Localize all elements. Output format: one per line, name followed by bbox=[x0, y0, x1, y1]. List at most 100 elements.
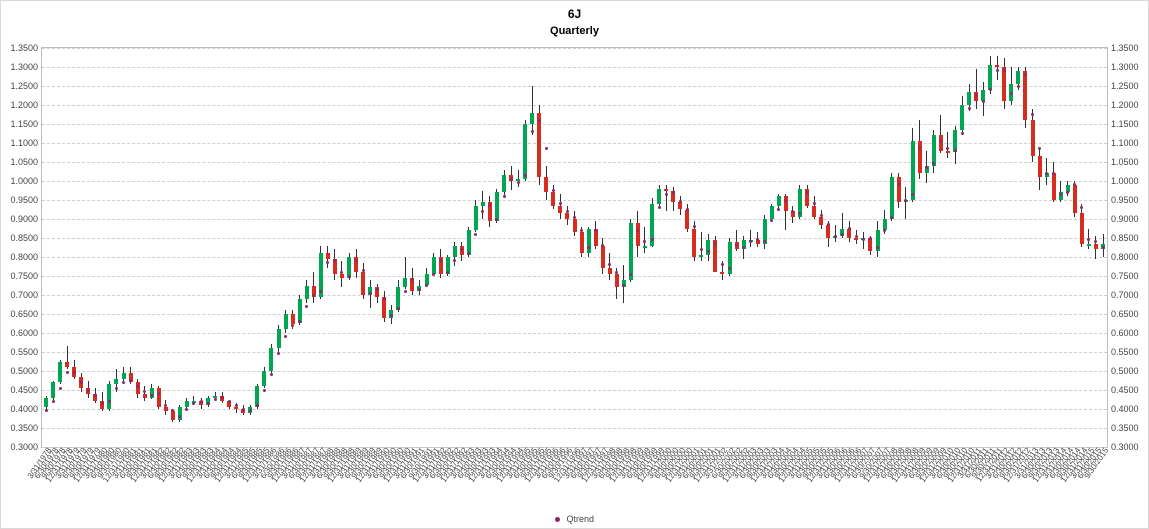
grid-line bbox=[42, 428, 1107, 429]
qtrend-dot bbox=[108, 400, 111, 403]
candle-body bbox=[699, 255, 703, 257]
qtrend-dot bbox=[355, 259, 358, 262]
grid-line bbox=[42, 257, 1107, 258]
candle-body bbox=[432, 257, 436, 274]
qtrend-dot bbox=[277, 352, 280, 355]
candle-body bbox=[234, 407, 238, 409]
y-tick-right: 1.3000 bbox=[1111, 62, 1145, 72]
qtrend-dot bbox=[524, 174, 527, 177]
y-tick-right: 0.9500 bbox=[1111, 195, 1145, 205]
qtrend-dot bbox=[1031, 113, 1034, 116]
qtrend-dot bbox=[80, 381, 83, 384]
qtrend-dot bbox=[820, 214, 823, 217]
candle-body bbox=[565, 213, 569, 219]
candle-body bbox=[558, 206, 562, 214]
grid-line bbox=[42, 276, 1107, 277]
legend-dot-icon bbox=[555, 517, 560, 522]
y-tick-left: 0.9500 bbox=[4, 195, 38, 205]
candle-body bbox=[573, 219, 577, 232]
y-tick-left: 0.7500 bbox=[4, 271, 38, 281]
candle-body bbox=[812, 206, 816, 217]
candle-body bbox=[890, 177, 894, 219]
candle-body bbox=[643, 246, 647, 248]
qtrend-dot bbox=[291, 324, 294, 327]
qtrend-dot bbox=[855, 235, 858, 238]
candle-body bbox=[284, 314, 288, 329]
candle-body bbox=[854, 238, 858, 240]
chart-container: 6J Quarterly 0.30000.30000.35000.35000.4… bbox=[0, 0, 1149, 529]
candle-body bbox=[523, 124, 527, 179]
qtrend-dot bbox=[397, 307, 400, 310]
candle-body bbox=[629, 223, 633, 280]
candle-body bbox=[481, 202, 485, 206]
qtrend-dot bbox=[777, 208, 780, 211]
qtrend-dot bbox=[862, 238, 865, 241]
qtrend-dot bbox=[961, 132, 964, 135]
y-tick-right: 1.0000 bbox=[1111, 176, 1145, 186]
qtrend-dot bbox=[115, 387, 118, 390]
candle-wick bbox=[609, 253, 610, 280]
candle-body bbox=[995, 65, 999, 67]
y-tick-left: 0.6000 bbox=[4, 328, 38, 338]
candle-body bbox=[1031, 120, 1035, 156]
chart-title: 6J bbox=[1, 7, 1148, 21]
qtrend-dot bbox=[432, 273, 435, 276]
grid-line bbox=[42, 314, 1107, 315]
qtrend-dot bbox=[806, 191, 809, 194]
qtrend-dot bbox=[538, 119, 541, 122]
qtrend-dot bbox=[312, 294, 315, 297]
y-tick-right: 0.8000 bbox=[1111, 252, 1145, 262]
y-tick-left: 0.5000 bbox=[4, 366, 38, 376]
candle-wick bbox=[835, 225, 836, 242]
legend-label: Qtrend bbox=[567, 514, 595, 524]
y-tick-right: 0.8500 bbox=[1111, 233, 1145, 243]
candle-body bbox=[664, 189, 668, 191]
qtrend-dot bbox=[982, 100, 985, 103]
qtrend-dot bbox=[228, 400, 231, 403]
candle-body bbox=[51, 382, 55, 397]
qtrend-dot bbox=[658, 206, 661, 209]
candle-body bbox=[706, 240, 710, 255]
candle-body bbox=[988, 65, 992, 90]
candle-body bbox=[58, 362, 62, 383]
qtrend-dot bbox=[552, 189, 555, 192]
qtrend-dot bbox=[87, 389, 90, 392]
qtrend-dot bbox=[242, 408, 245, 411]
y-tick-left: 0.9000 bbox=[4, 214, 38, 224]
qtrend-dot bbox=[545, 147, 548, 150]
grid-line bbox=[42, 86, 1107, 87]
y-tick-left: 0.8000 bbox=[4, 252, 38, 262]
qtrend-dot bbox=[376, 288, 379, 291]
qtrend-dot bbox=[200, 400, 203, 403]
candle-body bbox=[143, 394, 147, 398]
y-tick-left: 0.5500 bbox=[4, 347, 38, 357]
qtrend-dot bbox=[66, 371, 69, 374]
qtrend-dot bbox=[284, 335, 287, 338]
grid-line bbox=[42, 238, 1107, 239]
candle-body bbox=[636, 223, 640, 246]
y-tick-right: 0.3500 bbox=[1111, 423, 1145, 433]
qtrend-dot bbox=[45, 409, 48, 412]
qtrend-dot bbox=[665, 193, 668, 196]
y-tick-right: 1.2000 bbox=[1111, 100, 1145, 110]
candle-body bbox=[932, 135, 936, 165]
y-tick-left: 0.8500 bbox=[4, 233, 38, 243]
candle-body bbox=[580, 232, 584, 253]
qtrend-dot bbox=[876, 246, 879, 249]
qtrend-dot bbox=[1102, 246, 1105, 249]
grid-line bbox=[42, 67, 1107, 68]
y-tick-left: 1.0000 bbox=[4, 176, 38, 186]
qtrend-dot bbox=[700, 248, 703, 251]
y-tick-right: 1.3500 bbox=[1111, 43, 1145, 53]
qtrend-dot bbox=[326, 261, 329, 264]
candle-body bbox=[960, 105, 964, 130]
y-tick-right: 0.5500 bbox=[1111, 347, 1145, 357]
qtrend-dot bbox=[954, 149, 957, 152]
candle-body bbox=[291, 314, 295, 324]
qtrend-dot bbox=[1038, 147, 1041, 150]
y-tick-left: 1.0500 bbox=[4, 157, 38, 167]
candle-body bbox=[530, 113, 534, 124]
qtrend-dot bbox=[573, 216, 576, 219]
qtrend-dot bbox=[52, 400, 55, 403]
qtrend-dot bbox=[369, 292, 372, 295]
